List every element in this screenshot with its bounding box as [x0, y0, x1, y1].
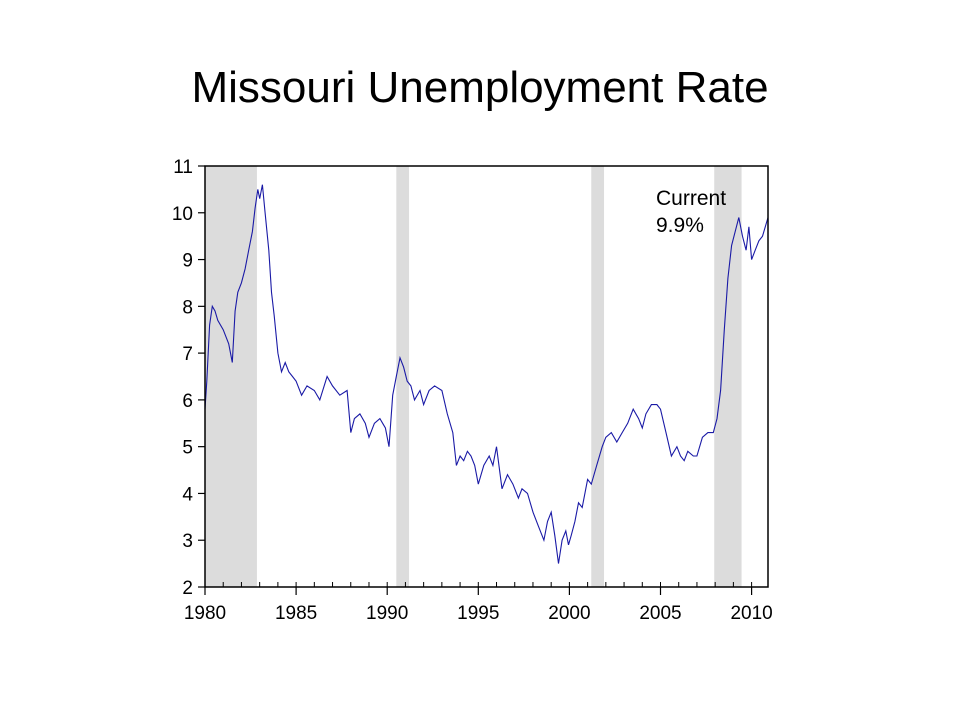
annotation-current-value: 9.9% [656, 214, 704, 237]
x-tick-label: 1995 [457, 603, 499, 624]
y-tick-label: 6 [182, 391, 193, 412]
recession-band [396, 166, 410, 587]
recession-band [591, 166, 605, 587]
plot-frame [204, 165, 769, 588]
y-tick-label: 9 [182, 251, 193, 272]
x-tick-label: 1990 [366, 603, 408, 624]
y-axis: 2 3 4 5 6 7 8 9 10 11 [172, 157, 205, 599]
series-line [204, 184, 769, 564]
y-tick-label: 8 [182, 297, 193, 318]
y-tick-label: 11 [173, 157, 193, 178]
x-tick-label: 2000 [548, 603, 590, 624]
x-axis: 1980 1985 1990 1995 2000 2005 2010 [184, 582, 773, 624]
x-tick-label: 2005 [639, 603, 681, 624]
x-tick-label: 1980 [184, 603, 226, 624]
x-tick-label: 1985 [275, 603, 317, 624]
recession-band [714, 166, 742, 587]
y-tick-label: 7 [182, 344, 193, 365]
y-tick-label: 2 [182, 578, 193, 599]
annotation-current-label: Current [656, 187, 726, 210]
recession-band [205, 166, 257, 587]
slide-title: Missouri Unemployment Rate [191, 63, 769, 112]
y-tick-label: 5 [182, 438, 193, 459]
y-tick-label: 3 [182, 531, 193, 552]
recession-bands [205, 166, 742, 587]
y-tick-label: 4 [182, 484, 193, 505]
y-tick-label: 10 [172, 204, 193, 225]
x-tick-label: 2010 [730, 603, 772, 624]
